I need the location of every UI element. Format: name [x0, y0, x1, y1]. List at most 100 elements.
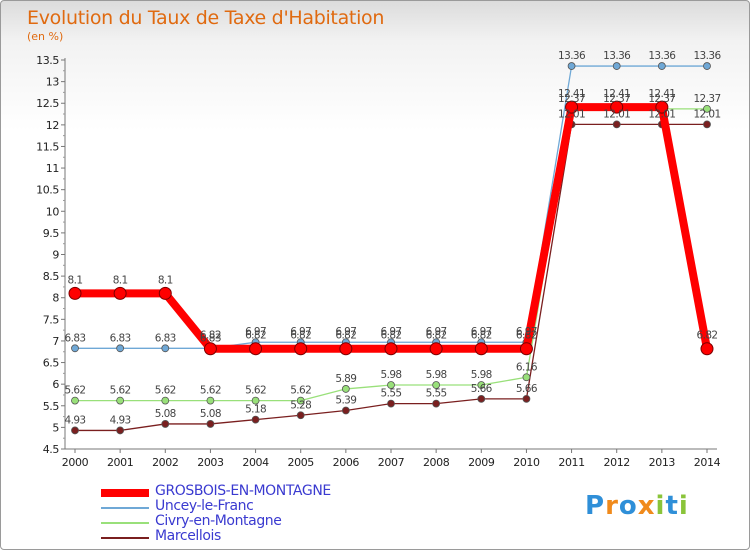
data-point: [703, 120, 711, 129]
data-label: 8.1: [68, 274, 83, 286]
data-label: 5.98: [426, 369, 447, 381]
data-label: 12.41: [648, 88, 675, 100]
y-tick-label: 6: [52, 378, 59, 391]
data-point: [567, 62, 576, 70]
data-point: [477, 381, 486, 389]
data-point: [612, 62, 621, 70]
data-label: 12.01: [648, 108, 675, 120]
data-label: 12.41: [603, 88, 630, 100]
y-tick-label: 13.5: [36, 54, 59, 67]
data-label: 13.36: [603, 50, 631, 62]
x-tick-label: 2013: [649, 456, 676, 469]
data-label: 5.39: [335, 395, 356, 407]
data-label: 6.82: [426, 330, 447, 342]
x-tick-label: 2009: [468, 456, 495, 469]
data-label: 5.98: [381, 369, 402, 381]
data-label: 13.36: [648, 50, 676, 62]
y-tick-label: 7: [52, 335, 59, 348]
data-label: 5.62: [245, 385, 266, 397]
data-point: [341, 385, 350, 393]
data-label: 5.55: [381, 388, 402, 400]
logo-letter: t: [665, 491, 679, 521]
data-label: 12.01: [693, 108, 720, 120]
data-label: 6.83: [200, 332, 221, 344]
data-label: 8.1: [113, 274, 128, 286]
x-tick-label: 2003: [197, 456, 224, 469]
legend-swatch: [101, 489, 149, 497]
data-label: 5.55: [426, 388, 447, 400]
data-labels-layer: 4.93 4.93 5.08 5.08 5.18 5.28 5.39 5.55 5.55 5.66…: [65, 50, 723, 426]
y-tick-label: 9: [52, 249, 59, 262]
data-point: [251, 396, 260, 405]
logo-letter: P: [585, 491, 606, 521]
x-tick-label: 2002: [152, 456, 178, 469]
x-tick-label: 2010: [513, 456, 540, 469]
data-point: [384, 342, 398, 356]
data-label: 6.83: [65, 332, 86, 344]
legend-label: Uncey-le-Franc: [155, 498, 254, 514]
data-label: 6.16: [516, 361, 538, 373]
legend-swatch: [101, 507, 149, 509]
data-point: [432, 381, 441, 389]
data-point: [206, 396, 215, 405]
data-point: [203, 342, 217, 356]
y-tick-label: 13: [46, 76, 60, 89]
data-point: [294, 342, 308, 356]
data-point: [116, 344, 125, 353]
data-label: 5.62: [200, 385, 221, 397]
x-tick-label: 2005: [288, 456, 315, 469]
y-tick-label: 12.5: [36, 97, 59, 110]
data-point: [519, 342, 533, 356]
data-point: [429, 342, 443, 356]
data-point: [703, 104, 711, 113]
logo-letter: i: [655, 491, 666, 521]
data-point: [296, 396, 305, 405]
data-label: 5.08: [155, 408, 176, 420]
data-label: 6.97: [426, 326, 447, 338]
data-point: [161, 420, 170, 428]
data-label: 8.1: [158, 274, 173, 286]
data-label: 12.37: [603, 93, 630, 105]
legend-label: Civry-en-Montagne: [155, 513, 282, 529]
logo-letter: x: [637, 491, 656, 521]
logo-letter: i: [678, 491, 689, 521]
data-point: [161, 344, 170, 353]
logo-letter: o: [618, 491, 638, 521]
data-label: 5.62: [65, 385, 86, 397]
chart-axes: 4.5 5 5.5 6 6.5 7 7.5 8 8.5 9 9.5 10 10.5 11 11.5 12 12.…: [36, 54, 721, 469]
y-tick-label: 6.5: [43, 357, 60, 370]
data-label: 4.93: [110, 414, 131, 426]
data-label: 6.97: [516, 326, 537, 338]
data-label: 6.83: [155, 332, 176, 344]
x-tick-label: 2006: [333, 456, 360, 469]
data-label: 5.28: [290, 399, 311, 411]
data-point: [161, 396, 170, 405]
y-tick-label: 5.5: [43, 400, 60, 413]
data-point: [339, 342, 353, 356]
data-label: 6.97: [290, 326, 311, 338]
y-tick-label: 4.5: [43, 443, 60, 456]
series-line-1: [75, 103, 711, 353]
data-label: 12.41: [558, 88, 585, 100]
y-tick-label: 11.5: [36, 140, 59, 153]
proxiti-logo: Proxiti: [585, 491, 689, 521]
data-point: [251, 415, 260, 424]
data-label: 6.97: [245, 326, 266, 338]
data-label: 12.01: [558, 108, 585, 120]
x-tick-label: 2000: [62, 456, 89, 469]
y-tick-label: 8.5: [43, 270, 60, 283]
data-label: 6.82: [516, 330, 537, 342]
data-point: [71, 426, 79, 435]
data-point: [522, 394, 531, 403]
y-tick-label: 12: [46, 119, 59, 132]
x-tick-label: 2011: [558, 456, 584, 469]
y-tick-label: 10: [46, 205, 60, 218]
data-point: [68, 286, 82, 300]
data-label: 6.82: [471, 330, 492, 342]
data-label: 5.89: [335, 373, 356, 385]
data-label: 6.82: [200, 330, 221, 342]
legend-swatch: [101, 522, 149, 524]
data-label: 6.82: [290, 330, 311, 342]
data-point: [387, 381, 395, 389]
